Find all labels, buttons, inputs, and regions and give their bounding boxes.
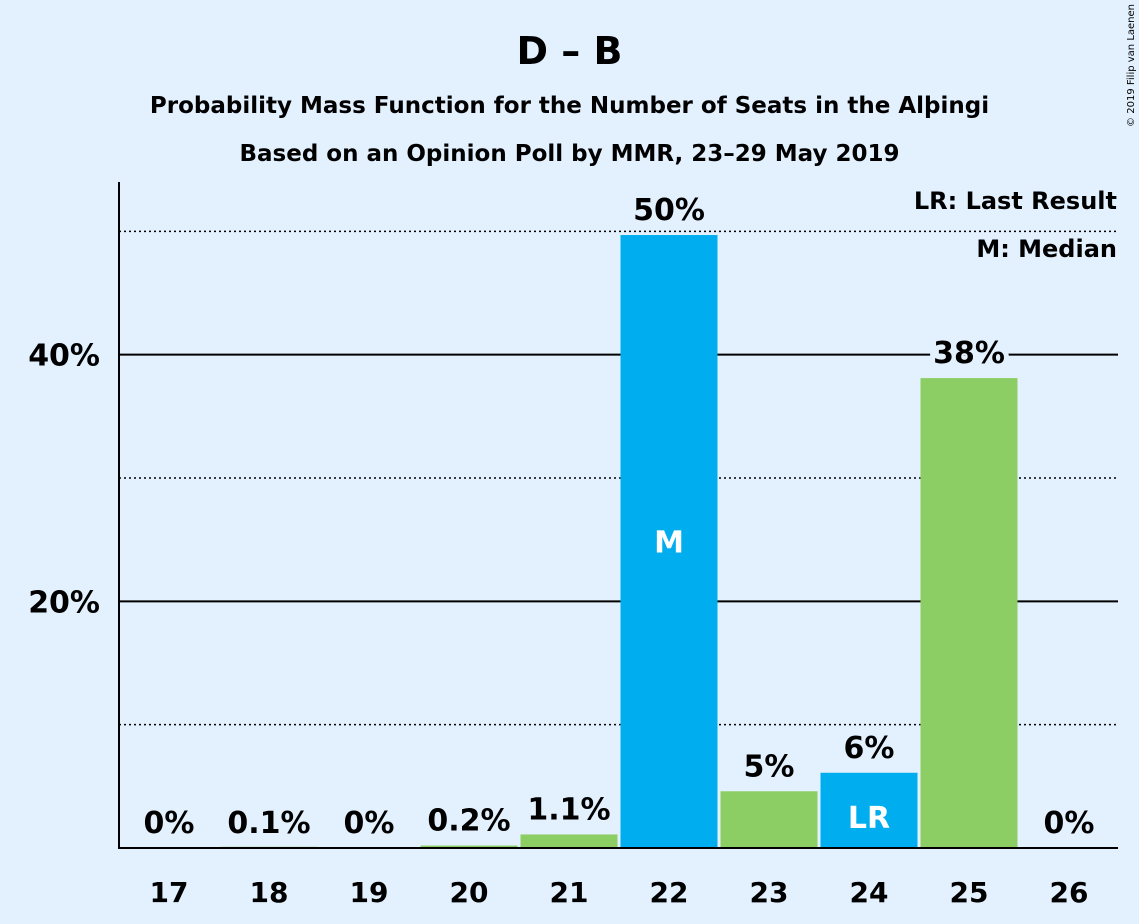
y-tick-label: 20% xyxy=(28,585,100,620)
data-labels: 0% 0.1% 0% 0.2% 1.1% 50% M 5% 6% LR 38% 0% xyxy=(144,188,1095,841)
chart-title: D – B xyxy=(517,29,623,73)
x-tick-label: 26 xyxy=(1050,876,1089,909)
x-tick-label: 20 xyxy=(450,876,489,909)
bar-25 xyxy=(920,378,1018,848)
chart-subtitle-2: Based on an Opinion Poll by MMR, 23–29 M… xyxy=(239,141,899,167)
inner-label-24: LR xyxy=(848,801,890,836)
value-label-22: 50% xyxy=(633,193,705,228)
copyright-note: © 2019 Filip van Laenen xyxy=(1126,4,1137,127)
legend-last-result: LR: Last Result xyxy=(914,187,1117,215)
x-tick-labels: 17 18 19 20 21 22 23 24 25 26 xyxy=(150,876,1089,909)
bar-22 xyxy=(620,235,718,849)
x-tick-label: 21 xyxy=(550,876,589,909)
value-label-20: 0.2% xyxy=(427,804,510,839)
value-label-25: 38% xyxy=(933,336,1005,371)
bar-21 xyxy=(520,834,618,848)
value-label-24: 6% xyxy=(844,731,895,766)
y-tick-label: 40% xyxy=(28,339,100,374)
value-label-18: 0.1% xyxy=(227,806,310,841)
bar-23 xyxy=(720,791,818,848)
x-tick-label: 25 xyxy=(950,876,989,909)
x-tick-label: 24 xyxy=(850,876,889,909)
bar-24 xyxy=(820,772,918,848)
y-tick-labels: 20% 40% xyxy=(28,339,100,621)
value-label-19: 0% xyxy=(344,806,395,841)
x-tick-label: 19 xyxy=(350,876,389,909)
inner-label-22: M xyxy=(654,526,684,561)
x-tick-label: 18 xyxy=(250,876,289,909)
value-label-21: 1.1% xyxy=(527,792,610,827)
bars xyxy=(220,235,1018,849)
chart-subtitle-1: Probability Mass Function for the Number… xyxy=(150,93,989,119)
value-label-26: 0% xyxy=(1044,806,1095,841)
x-tick-label: 17 xyxy=(150,876,189,909)
x-tick-label: 23 xyxy=(750,876,789,909)
x-tick-label: 22 xyxy=(650,876,689,909)
legend-median: M: Median xyxy=(976,235,1117,263)
value-label-23: 5% xyxy=(744,749,795,784)
value-label-17: 0% xyxy=(144,806,195,841)
bar-20 xyxy=(420,845,518,848)
